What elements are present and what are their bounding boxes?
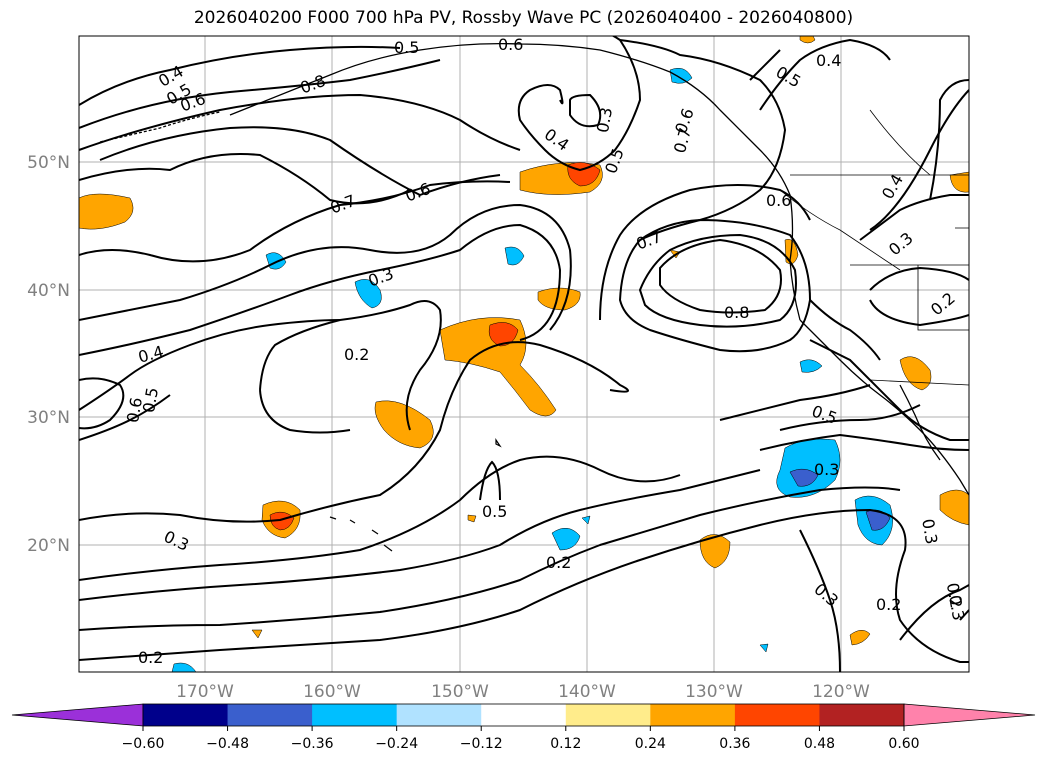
lon-tick-label: 130°W — [685, 682, 743, 702]
anomaly-positive — [537, 287, 581, 311]
colorbar-tick-label: 0.36 — [719, 736, 750, 752]
contour-label: 0.3 — [814, 460, 839, 479]
contour-label: 0.3 — [918, 517, 941, 545]
lat-tick-label: 50°N — [27, 153, 70, 173]
map-title: 2026040200 F000 700 hPa PV, Rossby Wave … — [193, 8, 854, 28]
contour-label: 0.3 — [593, 106, 616, 134]
contour-label: 0.2 — [344, 345, 369, 364]
anomaly-positive — [467, 514, 477, 523]
anomaly-positive — [939, 489, 969, 526]
colorbar-swatch — [565, 704, 651, 726]
colorbar-tick-label: 0.60 — [888, 736, 919, 752]
anomaly-positive — [699, 534, 731, 569]
islands — [329, 438, 502, 552]
lon-tick-label: 140°W — [558, 682, 616, 702]
anomaly-positive — [251, 629, 263, 639]
contour-label: 0.2 — [138, 648, 163, 667]
colorbar-swatch — [650, 704, 736, 726]
colorbar-frame — [142, 703, 905, 727]
lon-tick-label: 150°W — [431, 682, 489, 702]
lat-tick-label: 30°N — [27, 408, 70, 428]
anomaly-positive — [79, 193, 134, 230]
anomaly-positive — [899, 356, 932, 391]
colorbar-tick-label: 0.24 — [635, 736, 666, 752]
colorbar-swatch — [396, 704, 482, 726]
colorbar-tick-label: −0.48 — [206, 736, 249, 752]
contour-label: 0.6 — [766, 191, 791, 210]
lon-tick-label: 120°W — [812, 682, 870, 702]
colorbar-swatch — [227, 704, 313, 726]
anomaly-positive — [374, 400, 434, 449]
contour-label: 0.2 — [546, 553, 571, 572]
anomaly-positive — [949, 171, 969, 193]
contour-label: 0.2 — [943, 581, 966, 609]
anomaly-negative — [581, 515, 591, 525]
lon-axis: 170°W 160°W 150°W 140°W 130°W 120°W — [176, 682, 870, 702]
colorbar-tick-label: 0.12 — [550, 736, 581, 752]
coastline-alaska — [229, 42, 801, 321]
plot-area: 0.4 0.5 0.6 0.5 0.6 0.8 0.3 0.4 0.7 0.6 … — [79, 35, 969, 672]
colorbar-swatch — [819, 704, 905, 726]
colorbar-tick-label: −0.24 — [375, 736, 418, 752]
colorbar-extend-max — [903, 703, 1036, 727]
anomaly-negative — [551, 528, 581, 551]
anomaly-negative — [669, 68, 693, 84]
contour-label: 0.4 — [816, 51, 841, 70]
colorbar-tick-label: 0.48 — [804, 736, 835, 752]
contour-label: 0.3 — [945, 594, 968, 622]
lon-tick-label: 160°W — [303, 682, 361, 702]
anomaly-negative — [776, 438, 841, 498]
plot-frame — [78, 35, 970, 673]
contour-label: 0.6 — [498, 35, 523, 54]
anomaly-negative — [171, 662, 197, 672]
contour-label: 0.5 — [139, 386, 162, 414]
colorbar-swatch — [481, 704, 567, 726]
pv-contours — [79, 36, 969, 672]
lon-tick-label: 170°W — [176, 682, 234, 702]
lat-tick-label: 40°N — [27, 281, 70, 301]
contour-label: 0.8 — [724, 303, 749, 322]
contour-label: 0.5 — [482, 502, 507, 521]
colorbar-tick-label: −0.60 — [122, 736, 165, 752]
lat-axis: 50°N 40°N 30°N 20°N — [27, 153, 70, 556]
anomaly-negative — [354, 279, 382, 309]
contour-label: 0.2 — [876, 595, 901, 614]
colorbar-tick-label: −0.12 — [460, 736, 503, 752]
anomaly-negative — [799, 359, 823, 373]
colorbar-swatch — [312, 704, 398, 726]
anomaly-negative — [789, 468, 819, 487]
anomaly-positive — [799, 36, 816, 44]
shaded-anomalies — [79, 36, 969, 672]
colorbar: −0.60 −0.48 −0.36 −0.24 −0.12 0.12 0.24 0.36 0.4… — [11, 703, 1036, 752]
anomaly-negative — [759, 643, 769, 653]
colorbar-swatch — [734, 704, 820, 726]
anomaly-negative — [504, 246, 525, 266]
colorbar-swatch — [143, 704, 229, 726]
anomaly-positive — [439, 317, 557, 417]
contour-label: 0.6 — [123, 396, 146, 424]
colorbar-extend-min — [11, 703, 144, 727]
lat-tick-label: 20°N — [27, 536, 70, 556]
anomaly-positive — [849, 630, 871, 646]
colorbar-tick-label: −0.36 — [291, 736, 334, 752]
contour-label: 0.5 — [394, 38, 419, 57]
